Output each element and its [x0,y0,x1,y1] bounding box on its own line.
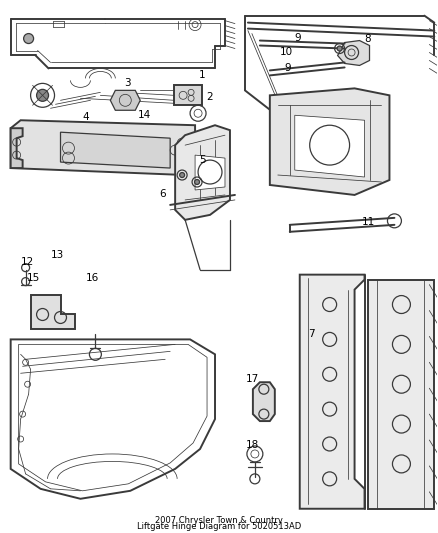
Polygon shape [270,88,389,195]
Text: 10: 10 [280,47,293,58]
Text: 9: 9 [284,63,291,74]
Text: 9: 9 [294,33,301,43]
Text: 11: 11 [362,217,375,227]
Polygon shape [11,128,23,168]
Text: 16: 16 [86,273,99,282]
Text: 13: 13 [51,250,64,260]
Polygon shape [31,295,75,329]
Circle shape [337,46,342,51]
Circle shape [194,180,200,184]
Text: 14: 14 [138,110,151,120]
Polygon shape [175,125,230,220]
Text: 2007 Chrysler Town & Country: 2007 Chrysler Town & Country [155,516,283,525]
Text: 12: 12 [21,257,34,266]
Circle shape [37,90,49,101]
Circle shape [24,34,34,44]
Polygon shape [195,155,225,190]
Text: 4: 4 [82,112,89,122]
Polygon shape [60,132,170,168]
Text: 6: 6 [159,189,166,199]
Polygon shape [174,85,202,106]
Polygon shape [110,91,140,110]
Text: 18: 18 [246,440,260,450]
Polygon shape [253,382,275,421]
Text: 1: 1 [199,70,205,80]
Text: 5: 5 [199,155,205,165]
Text: Liftgate Hinge Diagram for 5020513AD: Liftgate Hinge Diagram for 5020513AD [137,522,301,531]
Text: 8: 8 [364,34,371,44]
Circle shape [180,173,184,177]
Polygon shape [300,274,364,508]
Text: 17: 17 [246,374,260,384]
Polygon shape [295,115,364,177]
Text: 3: 3 [124,78,131,88]
Text: 7: 7 [308,329,315,340]
Text: 2: 2 [207,92,213,102]
Polygon shape [338,41,370,66]
Text: 15: 15 [27,273,40,282]
Polygon shape [11,120,195,175]
Polygon shape [367,280,434,508]
